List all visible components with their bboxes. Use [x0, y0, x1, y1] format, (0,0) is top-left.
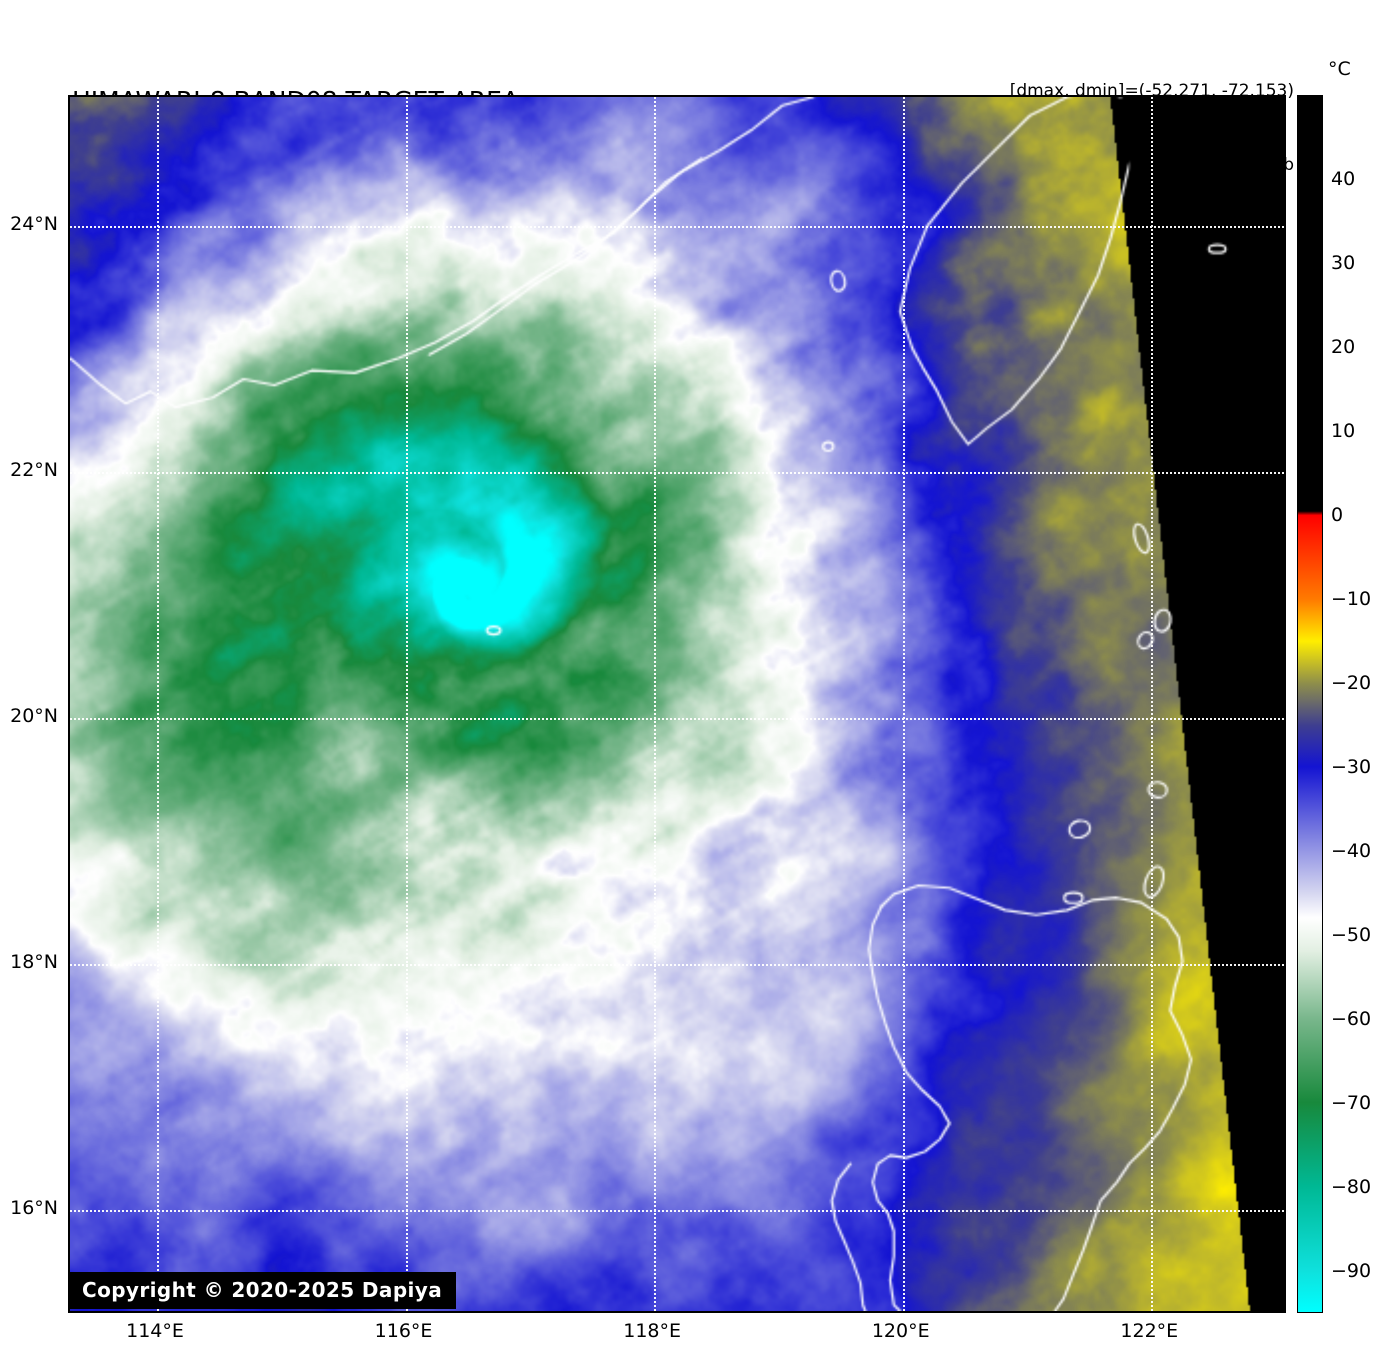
y-tick-label: 16°N	[10, 1197, 58, 1220]
colorbar-tick-label: −50	[1331, 924, 1372, 946]
colorbar-gradient	[1297, 95, 1323, 1313]
colorbar-tick-label: −80	[1331, 1176, 1372, 1198]
colorbar-tick-label: −30	[1331, 756, 1372, 778]
satellite-imagery-canvas	[70, 97, 1284, 1311]
colorbar-unit-label: °C	[1328, 58, 1351, 80]
y-tick-label: 18°N	[10, 951, 58, 974]
colorbar-tick-label: 40	[1331, 168, 1356, 190]
colorbar-tick-label: −90	[1331, 1260, 1372, 1282]
y-tick-label: 20°N	[10, 705, 58, 728]
copyright-banner: Copyright © 2020-2025 Dapiya	[70, 1272, 457, 1309]
colorbar-tick-label: 0	[1331, 504, 1344, 526]
colorbar-tick-label: −20	[1331, 672, 1372, 694]
y-tick-label: 22°N	[10, 459, 58, 482]
x-tick-label: 116°E	[374, 1320, 433, 1342]
colorbar-tick-label: −40	[1331, 840, 1372, 862]
x-tick-label: 114°E	[126, 1320, 184, 1342]
y-tick-label: 24°N	[10, 213, 58, 236]
colorbar-tick-label: −60	[1331, 1008, 1372, 1030]
satellite-image-plot: Copyright © 2020-2025 Dapiya	[68, 95, 1286, 1313]
colorbar-tick-label: −70	[1331, 1092, 1372, 1114]
colorbar-tick-label: 30	[1331, 252, 1356, 274]
x-tick-label: 118°E	[623, 1320, 682, 1342]
colorbar-tick-label: 10	[1331, 420, 1356, 442]
colorbar-tick-label: 20	[1331, 336, 1356, 358]
colorbar	[1297, 95, 1323, 1313]
colorbar-tick-label: −10	[1331, 588, 1372, 610]
x-tick-label: 120°E	[871, 1320, 930, 1342]
x-tick-label: 122°E	[1120, 1320, 1179, 1342]
